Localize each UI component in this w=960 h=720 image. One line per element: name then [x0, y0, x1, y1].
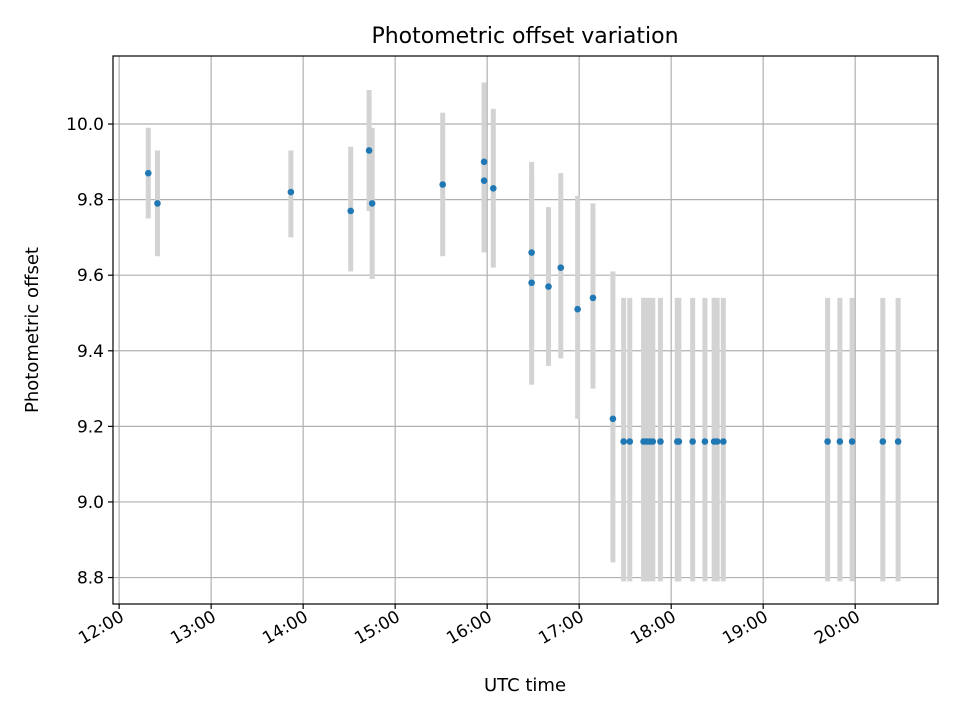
y-tick-label: 9.2 [77, 417, 104, 437]
x-tick-label: 16:00 [443, 607, 495, 649]
x-tick-label: 13:00 [167, 607, 219, 649]
data-point [848, 438, 856, 445]
x-tick-label: 19:00 [719, 607, 771, 649]
data-point [836, 438, 844, 445]
data-point [489, 184, 497, 192]
data-point [528, 279, 535, 287]
data-point [368, 200, 376, 207]
data-point [657, 438, 664, 445]
y-axis-label: Photometric offset [22, 247, 43, 413]
y-tick-label: 9.6 [77, 266, 104, 286]
data-point [574, 305, 581, 313]
data-point [675, 438, 683, 445]
y-tick-label: 9.4 [77, 342, 104, 362]
data-point [620, 438, 627, 445]
x-tick-label: 12:00 [75, 607, 127, 649]
data-point [557, 264, 565, 271]
data-point [287, 188, 295, 196]
x-tick-label: 17:00 [535, 607, 587, 649]
data-point [154, 200, 161, 207]
grid-lines [113, 56, 938, 604]
y-axis-ticks: 8.8 9.0 9.2 9.4 9.6 9.8 10.0 [66, 115, 113, 589]
data-point [439, 181, 446, 188]
data-point [713, 438, 721, 445]
x-tick-label: 15:00 [351, 607, 403, 649]
data-point [879, 438, 887, 445]
data-point [480, 177, 488, 185]
data-point [589, 294, 597, 302]
data-point [545, 283, 552, 290]
x-axis-label: UTC time [484, 675, 566, 696]
data-point [480, 158, 488, 166]
data-point [347, 207, 354, 215]
data-point [701, 438, 709, 445]
data-point [626, 438, 634, 445]
data-point [689, 438, 696, 445]
x-tick-label: 20:00 [811, 607, 863, 649]
data-point [824, 438, 831, 445]
data-point [720, 438, 727, 445]
data-point [528, 249, 535, 256]
y-tick-label: 9.0 [77, 493, 104, 513]
plot-frame [112, 55, 939, 605]
x-tick-label: 14:00 [259, 607, 311, 649]
data-point [365, 147, 373, 154]
y-tick-label: 10.0 [66, 115, 104, 135]
data-points [144, 147, 902, 445]
data-point [609, 415, 617, 423]
y-tick-label: 9.8 [77, 191, 104, 211]
data-point [144, 169, 152, 177]
data-point [894, 438, 902, 445]
data-point [649, 438, 657, 445]
x-axis-ticks: 12:00 13:00 14:00 15:00 16:00 17:00 18:00 19:00… [75, 604, 864, 649]
error-bars [145, 82, 901, 582]
chart-title: Photometric offset variation [371, 24, 678, 49]
y-tick-label: 8.8 [77, 569, 104, 589]
x-tick-label: 18:00 [627, 607, 679, 649]
